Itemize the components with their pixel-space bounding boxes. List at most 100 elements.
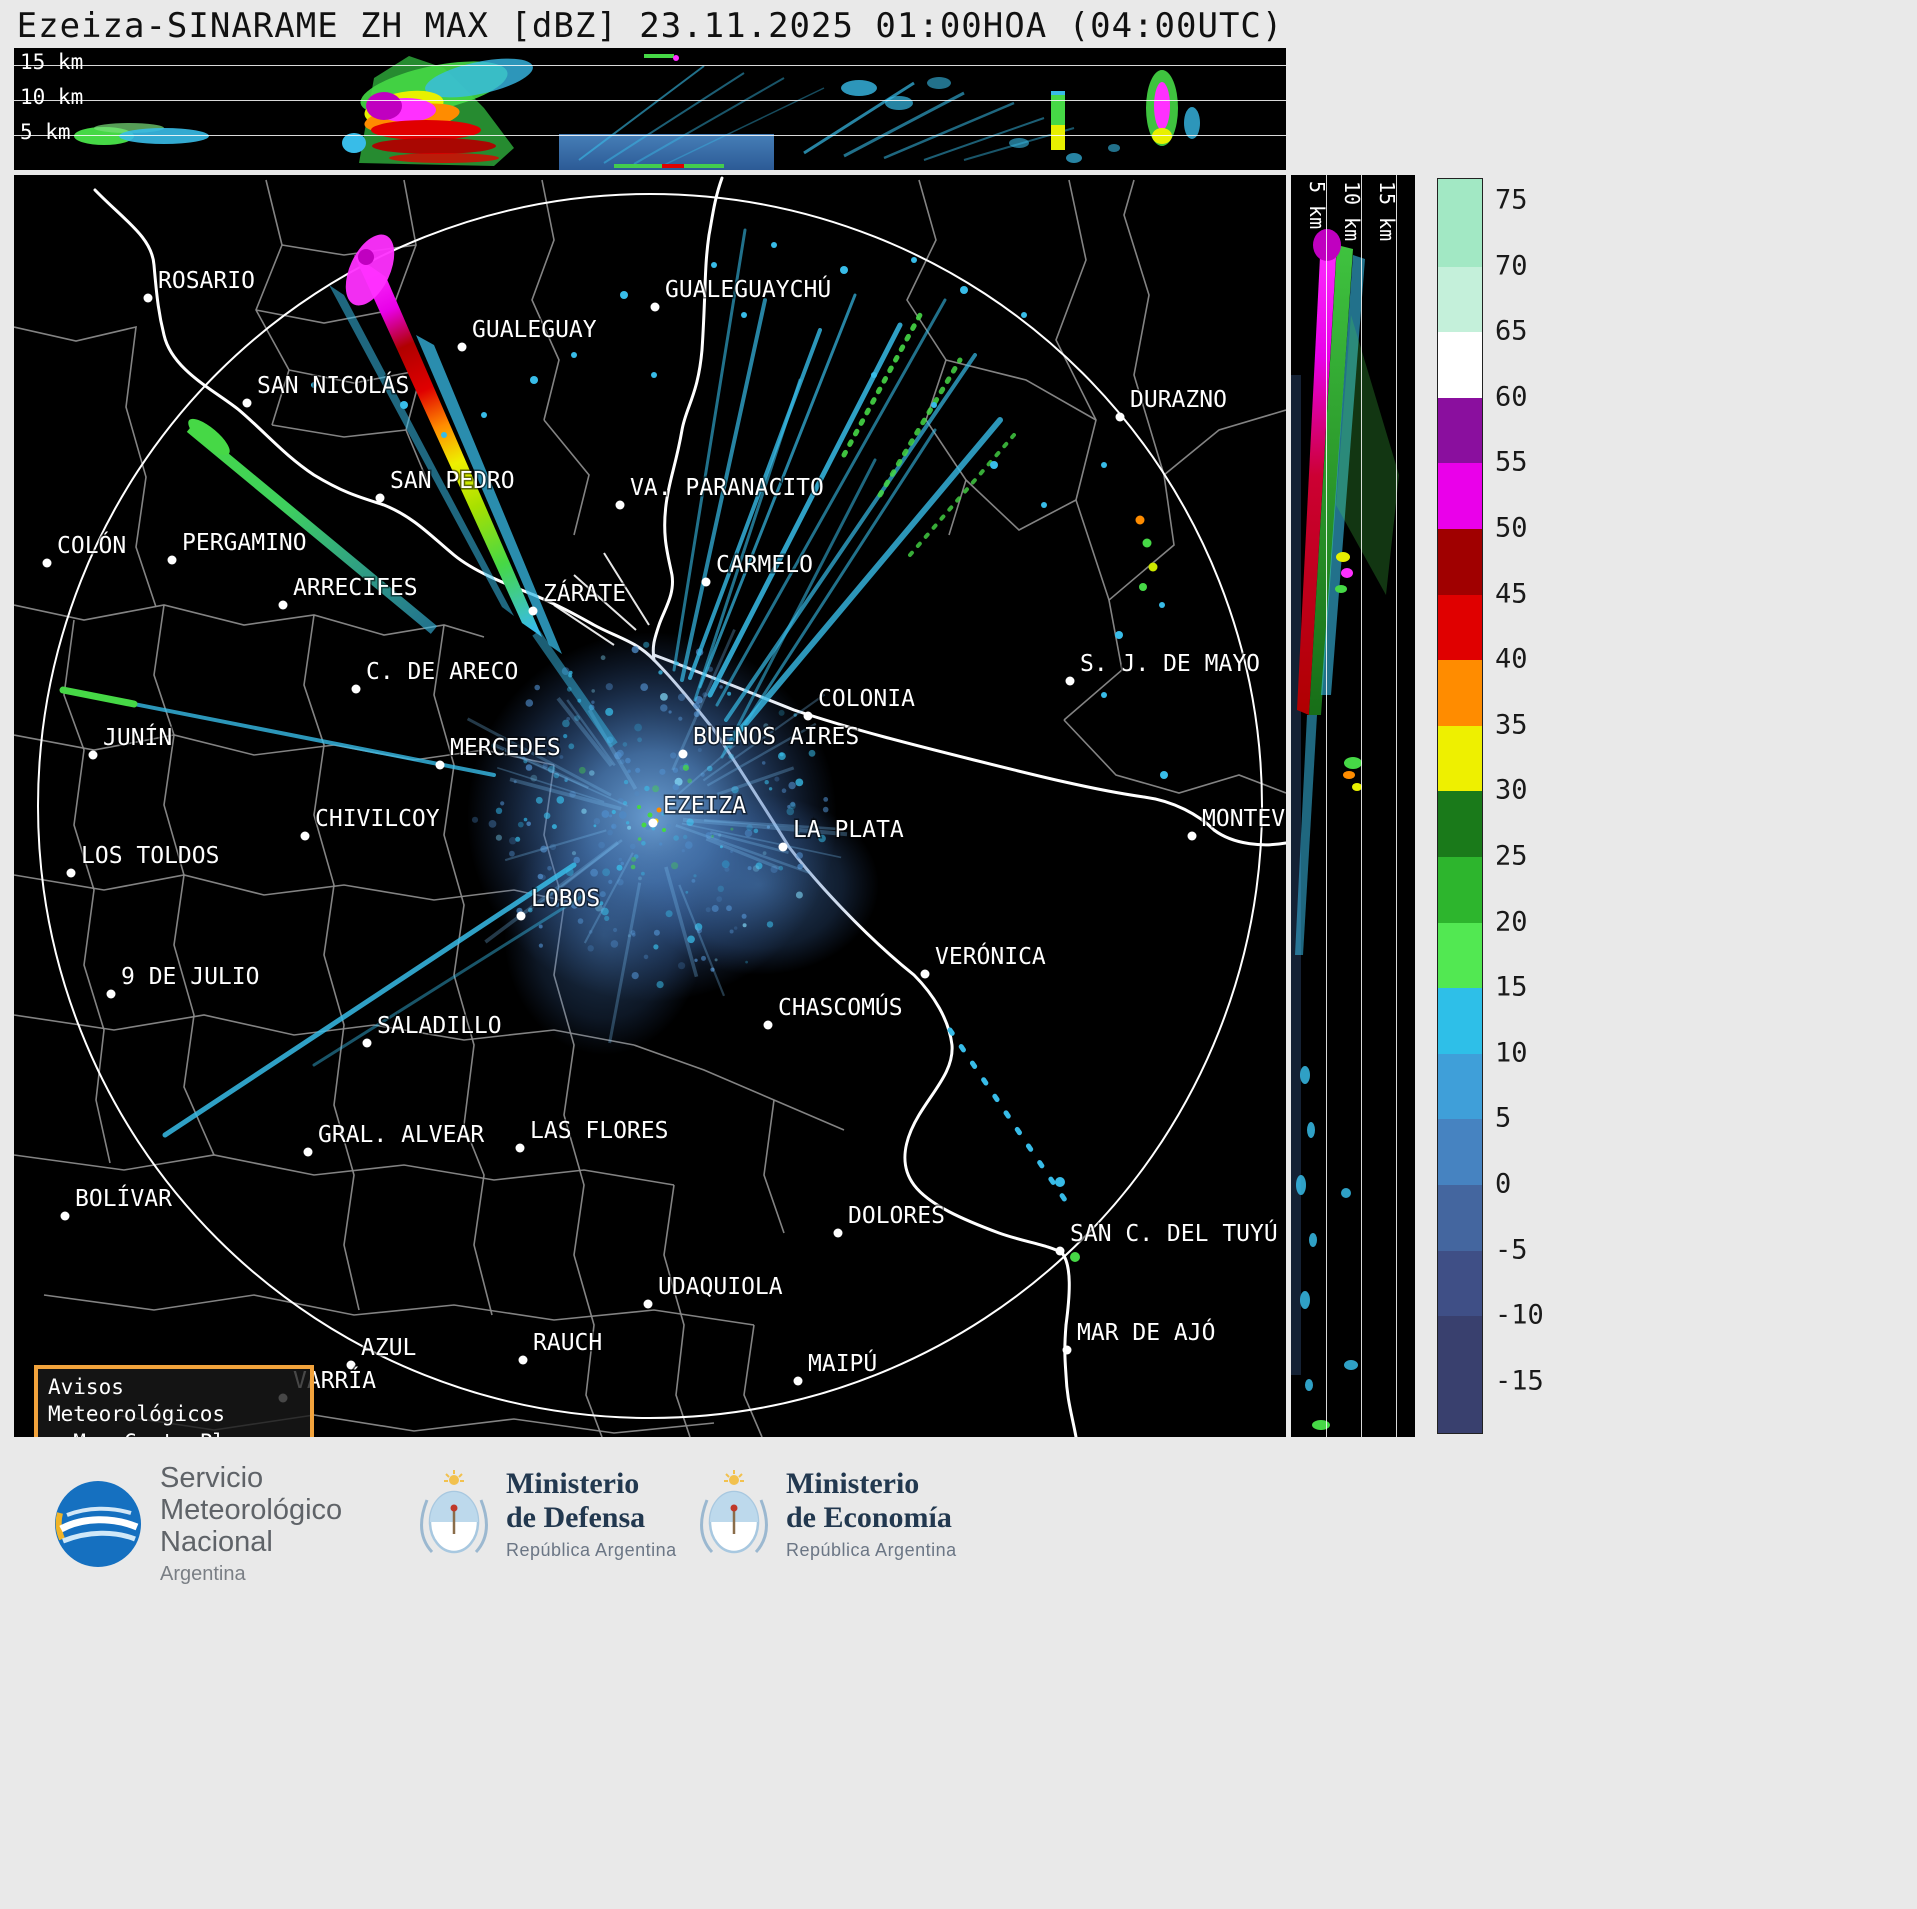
city-dot-las-flores xyxy=(515,1143,525,1153)
city-dot-montev xyxy=(1187,831,1197,841)
colorbar-tick: -15 xyxy=(1495,1365,1544,1397)
colorbar-tick: 65 xyxy=(1495,315,1528,347)
city-label: EZEIZA xyxy=(663,793,746,819)
defensa-line2: de Defensa xyxy=(506,1500,646,1534)
city-label: RAUCH xyxy=(533,1330,602,1356)
scattered-echoes xyxy=(311,242,1168,1187)
colorbar-tick: 30 xyxy=(1495,774,1528,806)
right-crosssection-panel: 5 km 10 km 15 km xyxy=(1291,175,1415,1437)
sw-spoke xyxy=(162,862,577,1138)
city-label: AZUL xyxy=(361,1335,416,1361)
city-dot-san-pedro xyxy=(375,493,385,503)
city-dot-carmelo xyxy=(701,577,711,587)
colorbar-segment--10--5 xyxy=(1438,1250,1482,1317)
city-dot-jun-n xyxy=(88,750,98,760)
top-echo-far-cells xyxy=(1051,70,1200,163)
colorbar-segment-65-70 xyxy=(1438,266,1482,333)
city-label: LAS FLORES xyxy=(530,1118,668,1144)
right-crosssection-echoes xyxy=(1291,229,1399,1430)
city-label: DURAZNO xyxy=(1130,387,1227,413)
city-dot-azul xyxy=(346,1360,356,1370)
city-dot-mar-de-aj- xyxy=(1062,1345,1072,1355)
top-echo-storm xyxy=(342,56,533,166)
city-label: GUALEGUAYCHÚ xyxy=(665,275,831,303)
city-label: SAN C. DEL TUYÚ xyxy=(1070,1219,1278,1247)
city-label: VA. PARANACITO xyxy=(630,475,824,501)
footer-logos: Servicio Meteorológico Nacional Argentin… xyxy=(0,1455,1917,1595)
smn-name-line3: Nacional xyxy=(160,1525,273,1558)
colorbar-segment-10-15 xyxy=(1438,988,1482,1054)
colorbar-segment-20-25 xyxy=(1438,856,1482,923)
smn-name-line1: Servicio xyxy=(160,1462,264,1494)
colorbar-tick: 50 xyxy=(1495,512,1528,544)
city-label: GRAL. ALVEAR xyxy=(318,1122,484,1148)
smn-country: Argentina xyxy=(160,1562,246,1585)
city-dot-bol-var xyxy=(60,1211,70,1221)
city-label: SAN NICOLÁS xyxy=(257,371,409,399)
altitude-line-5km xyxy=(14,135,1286,136)
east-colored-cells xyxy=(1070,515,1158,1262)
colorbar-tick: -5 xyxy=(1495,1234,1528,1266)
city-label: LOBOS xyxy=(531,886,600,912)
city-label: DOLORES xyxy=(848,1203,945,1229)
nw-green-spoke xyxy=(186,424,438,634)
city-label: BOLÍVAR xyxy=(75,1184,172,1212)
colorbar-tick: 15 xyxy=(1495,971,1528,1003)
city-markers: ROSARIO GUALEGUAYCHÚ GUALEGUAY SAN NICOLÁS D… xyxy=(42,267,1286,1403)
city-label: S. J. DE MAYO xyxy=(1080,651,1260,677)
city-dot-va-paranacito xyxy=(615,500,625,510)
city-label: ROSARIO xyxy=(158,268,255,294)
warning-line-1: Avisos Meteorológicos xyxy=(48,1375,226,1427)
city-dot-rauch xyxy=(518,1355,528,1365)
city-label: COLÓN xyxy=(57,531,126,559)
colorbar-tick: 0 xyxy=(1495,1168,1512,1200)
colorbar-tick: 10 xyxy=(1495,1037,1528,1069)
page-title: Ezeiza-SINARAME ZH MAX [dBZ] 23.11.2025 … xyxy=(16,6,1284,46)
colorbar-segment-45-50 xyxy=(1438,528,1482,595)
city-dot-ezeiza xyxy=(648,818,658,828)
city-label: CHASCOMÚS xyxy=(778,993,903,1021)
city-dot-los-toldos xyxy=(66,868,76,878)
city-dot-udaquiola xyxy=(643,1299,653,1309)
city-dot-chivilcoy xyxy=(300,831,310,841)
radar-echo-layer xyxy=(59,228,1168,1262)
city-dot-gualeguaych- xyxy=(650,302,660,312)
city-dot-san-c-del-tuy- xyxy=(1055,1246,1065,1256)
city-dot-rosario xyxy=(143,293,153,303)
top-crosssection-panel: 15 km 10 km 5 km xyxy=(14,48,1286,170)
city-label: UDAQUIOLA xyxy=(658,1274,783,1300)
top-crosssection-echoes xyxy=(74,54,1200,170)
colorbar-tick: 5 xyxy=(1495,1102,1512,1134)
short-term-warnings-badge[interactable]: Avisos Meteorológicos a Muy Corto Plazo xyxy=(34,1365,314,1437)
se-dotted-trail xyxy=(947,1027,1068,1203)
city-dot-lobos xyxy=(516,911,526,921)
top-echo-west xyxy=(74,123,209,145)
city-dot-chascom-s xyxy=(763,1020,773,1030)
city-label: MONTEV xyxy=(1202,806,1285,832)
city-label: CARMELO xyxy=(716,552,813,578)
colorbar-tick: 45 xyxy=(1495,578,1528,610)
colorbar-segment-5-10 xyxy=(1438,1053,1482,1120)
colorbar-segment--15--10 xyxy=(1438,1316,1482,1382)
ne-spoke-fan xyxy=(672,228,1003,759)
coat-of-arms-icon xyxy=(420,1469,488,1553)
defensa-line1: Ministerio xyxy=(506,1467,640,1500)
colorbar-segment-40-45 xyxy=(1438,594,1482,661)
colorbar-segment-15-20 xyxy=(1438,922,1482,989)
city-dot-buenos-aires xyxy=(678,749,688,759)
altitude-line-15km-v xyxy=(1396,175,1397,1437)
colorbar-segment-70-75 xyxy=(1438,201,1482,267)
altitude-line-10km-v xyxy=(1361,175,1362,1437)
colorbar-tick: 20 xyxy=(1495,906,1528,938)
colorbar-tick: 35 xyxy=(1495,709,1528,741)
city-label: BUENOS AIRES xyxy=(693,724,859,750)
colorbar-segment-30-35 xyxy=(1438,725,1482,792)
altitude-label-10km-v: 10 km xyxy=(1340,181,1364,242)
city-label: CHIVILCOY xyxy=(315,806,440,832)
city-dot-arrecifes xyxy=(278,600,288,610)
warning-line-2: a Muy Corto Plazo xyxy=(48,1429,300,1437)
city-dot-la-plata xyxy=(778,842,788,852)
defensa-logo-block: Ministerio de Defensa República Argentin… xyxy=(418,1467,677,1560)
city-dot-durazno xyxy=(1115,412,1125,422)
